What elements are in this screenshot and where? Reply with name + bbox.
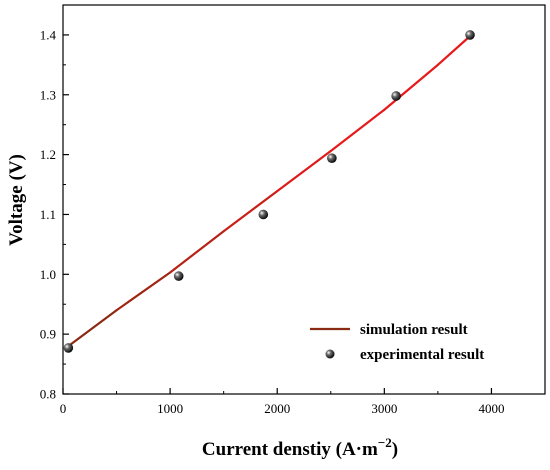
y-axis-label: Voltage (V) bbox=[6, 154, 27, 246]
experimental-point bbox=[391, 91, 401, 101]
x-axis-label-main: Current denstiy (A·m bbox=[202, 439, 378, 460]
y-tick-label: 1.3 bbox=[40, 87, 56, 102]
experimental-point bbox=[327, 153, 337, 164]
simulation-line-segment bbox=[329, 108, 386, 153]
y-tick-label: 1.1 bbox=[40, 207, 56, 222]
y-tick-label: 0.9 bbox=[40, 327, 56, 342]
experimental-point bbox=[465, 30, 475, 40]
y-tick-label: 1.0 bbox=[40, 267, 56, 282]
simulation-line-segment bbox=[115, 271, 172, 312]
simulation-line-segment bbox=[383, 63, 439, 111]
x-tick-label: 2000 bbox=[264, 401, 290, 416]
x-tick-label: 0 bbox=[60, 401, 67, 416]
simulation-line-segment bbox=[169, 230, 225, 274]
simulation-line-segment bbox=[67, 309, 118, 348]
x-axis-label-close: ) bbox=[392, 439, 398, 460]
y-tick-label: 1.2 bbox=[40, 147, 56, 162]
y-tick-label: 0.8 bbox=[40, 387, 56, 402]
plot-frame bbox=[62, 4, 546, 395]
legend: simulation result experimental result bbox=[310, 322, 484, 363]
x-axis-label: Current denstiy (A·m−2) bbox=[202, 435, 398, 460]
y-tick-label: 1.4 bbox=[40, 27, 57, 42]
simulation-line-segment bbox=[222, 190, 279, 233]
legend-label-simulation: simulation result bbox=[360, 322, 468, 338]
x-axis-label-sup: −2 bbox=[378, 435, 392, 450]
x-tick-label: 3000 bbox=[371, 401, 397, 416]
experimental-point bbox=[258, 209, 269, 220]
experimental-point bbox=[63, 343, 74, 353]
x-tick-label: 1000 bbox=[157, 401, 183, 416]
simulation-line-segment bbox=[276, 149, 332, 193]
simulation-line-segment bbox=[436, 35, 472, 66]
experimental-point bbox=[173, 271, 184, 281]
x-tick-label: 4000 bbox=[478, 401, 504, 416]
legend-marker-experimental bbox=[325, 349, 335, 359]
legend-label-experimental: experimental result bbox=[360, 347, 484, 363]
